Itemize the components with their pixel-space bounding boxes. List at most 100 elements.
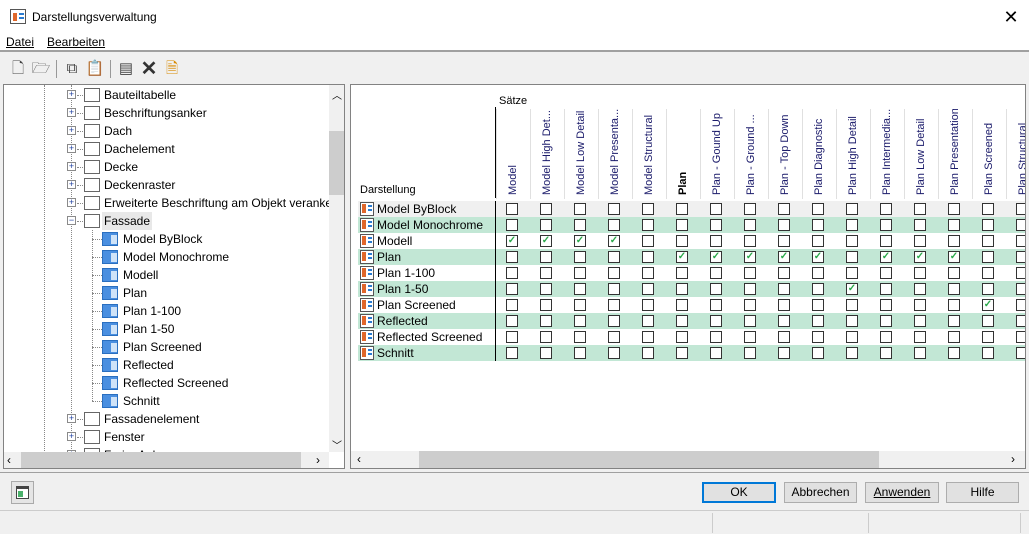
tree-child-item[interactable]: Reflected Screened <box>4 374 334 392</box>
close-icon[interactable]: ✕ <box>1003 7 1019 27</box>
expand-icon[interactable]: + <box>67 161 76 171</box>
checkbox[interactable] <box>914 235 926 247</box>
checkbox[interactable] <box>880 267 892 279</box>
checkbox[interactable] <box>812 203 824 215</box>
checkbox[interactable] <box>506 347 518 359</box>
row-label[interactable]: Plan Screened <box>358 297 496 313</box>
checkbox[interactable] <box>846 235 858 247</box>
column-header[interactable]: Model High Det... <box>530 109 564 199</box>
checkbox[interactable] <box>608 203 620 215</box>
checkbox[interactable] <box>506 283 518 295</box>
checkbox[interactable] <box>608 219 620 231</box>
expand-icon[interactable]: + <box>67 89 76 99</box>
scroll-left-icon[interactable]: ‹ <box>7 453 11 467</box>
tree-item[interactable]: + Dach <box>4 122 334 140</box>
column-header[interactable]: Plan Structural <box>1006 109 1025 199</box>
column-header[interactable]: Plan - Gound Up <box>700 109 734 199</box>
apply-button[interactable]: Anwenden <box>865 482 939 503</box>
expand-icon[interactable]: + <box>67 179 76 189</box>
tree-child-item[interactable]: Plan 1-50 <box>4 320 334 338</box>
purge-icon[interactable]: ▤ <box>118 60 134 77</box>
menu-datei[interactable]: Datei <box>6 35 34 49</box>
checkbox[interactable] <box>676 203 688 215</box>
checkbox[interactable] <box>846 299 858 311</box>
checkbox[interactable] <box>846 331 858 343</box>
checkbox[interactable] <box>914 299 926 311</box>
column-header[interactable]: Model <box>496 109 530 199</box>
checkbox[interactable] <box>846 219 858 231</box>
checkbox[interactable] <box>1016 315 1025 327</box>
column-header[interactable]: Plan Intermedia... <box>870 109 904 199</box>
checkbox[interactable] <box>778 315 790 327</box>
tree-item[interactable]: + Erweiterte Beschriftung am Objekt veran… <box>4 194 334 212</box>
checkbox[interactable] <box>608 331 620 343</box>
checkbox[interactable] <box>880 219 892 231</box>
checkbox[interactable] <box>1016 251 1025 263</box>
checkbox[interactable] <box>710 315 722 327</box>
tree-child-item[interactable]: Plan <box>4 284 334 302</box>
checkbox[interactable] <box>982 347 994 359</box>
checkbox[interactable] <box>846 315 858 327</box>
checkbox[interactable] <box>1016 331 1025 343</box>
checkbox[interactable] <box>676 267 688 279</box>
checkbox[interactable] <box>812 315 824 327</box>
checkbox[interactable] <box>880 203 892 215</box>
checkbox[interactable] <box>506 331 518 343</box>
tree-horizontal-scrollbar[interactable]: ‹ › <box>4 452 329 468</box>
checkbox[interactable] <box>880 235 892 247</box>
column-header[interactable]: Plan <box>666 109 700 199</box>
checkbox[interactable] <box>948 347 960 359</box>
tree-child-item[interactable]: Model ByBlock <box>4 230 334 248</box>
tree-child-item[interactable]: Model Monochrome <box>4 248 334 266</box>
row-label[interactable]: Plan 1-50 <box>358 281 496 297</box>
checkbox[interactable]: ✓ <box>540 235 552 247</box>
checkbox[interactable] <box>914 283 926 295</box>
checkbox[interactable] <box>948 283 960 295</box>
menu-bearbeiten[interactable]: Bearbeiten <box>47 35 105 49</box>
checkbox[interactable] <box>948 267 960 279</box>
checkbox[interactable] <box>846 267 858 279</box>
checkbox[interactable] <box>914 347 926 359</box>
checkbox[interactable] <box>540 267 552 279</box>
checkbox[interactable] <box>982 235 994 247</box>
checkbox[interactable] <box>642 299 654 311</box>
checkbox[interactable] <box>778 347 790 359</box>
scroll-down-icon[interactable]: ﹀ <box>332 441 342 452</box>
new-icon[interactable]: 🗋 <box>11 60 25 77</box>
checkbox[interactable]: ✓ <box>608 235 620 247</box>
ok-button[interactable]: OK <box>702 482 776 503</box>
tree-item[interactable]: + Dachelement <box>4 140 334 158</box>
open-icon[interactable]: 🗁 <box>31 60 51 77</box>
checkbox[interactable] <box>540 315 552 327</box>
checkbox[interactable] <box>948 235 960 247</box>
checkbox[interactable] <box>812 267 824 279</box>
checkbox[interactable] <box>642 203 654 215</box>
checkbox[interactable] <box>1016 235 1025 247</box>
checkbox[interactable] <box>778 299 790 311</box>
select-display-button[interactable] <box>11 481 34 504</box>
checkbox[interactable] <box>642 347 654 359</box>
column-header[interactable]: Plan - Top Down <box>768 109 802 199</box>
checkbox[interactable] <box>812 299 824 311</box>
checkbox[interactable] <box>710 283 722 295</box>
checkbox[interactable] <box>710 331 722 343</box>
checkbox[interactable] <box>948 299 960 311</box>
checkbox[interactable] <box>982 331 994 343</box>
cancel-button[interactable]: Abbrechen <box>784 482 857 503</box>
row-label[interactable]: Modell <box>358 233 496 249</box>
expand-icon[interactable]: + <box>67 125 76 135</box>
checkbox[interactable] <box>1016 283 1025 295</box>
column-header[interactable]: Plan High Detail <box>836 109 870 199</box>
checkbox[interactable] <box>982 203 994 215</box>
checkbox[interactable] <box>710 299 722 311</box>
tree-item[interactable]: − Fassade <box>4 212 334 230</box>
checkbox[interactable] <box>914 331 926 343</box>
row-label[interactable]: Reflected Screened <box>358 329 496 345</box>
checkbox[interactable]: ✓ <box>744 251 756 263</box>
checkbox[interactable] <box>574 315 586 327</box>
checkbox[interactable] <box>948 203 960 215</box>
checkbox[interactable] <box>506 203 518 215</box>
checkbox[interactable] <box>778 219 790 231</box>
tree-vertical-scrollbar[interactable]: ︿ ﹀ <box>329 85 344 452</box>
checkbox[interactable]: ✓ <box>948 251 960 263</box>
